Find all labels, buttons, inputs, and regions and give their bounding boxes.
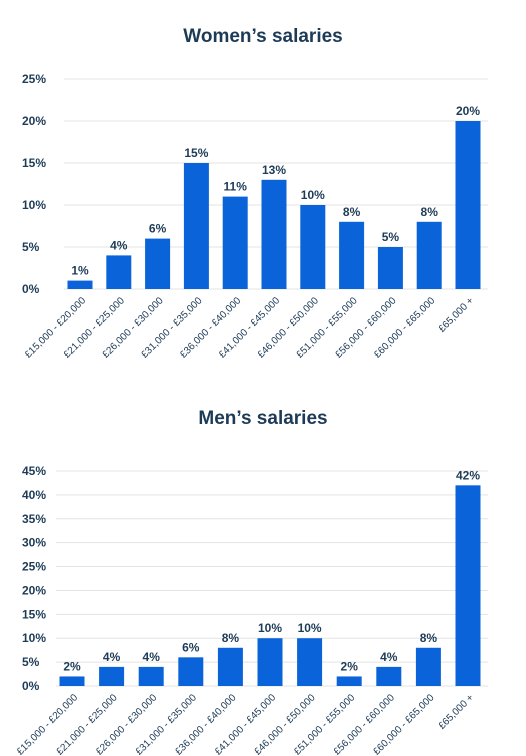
bar xyxy=(99,666,125,686)
y-tick-label: 15% xyxy=(22,156,46,170)
bar xyxy=(416,221,442,289)
bar xyxy=(67,280,93,289)
y-tick-label: 5% xyxy=(22,655,40,669)
men-salaries-plot: 0%5%10%15%20%25%30%35%40%45%2%£15,000 - … xyxy=(15,464,488,756)
men-salaries-chart: Men’s salaries 0% 5% 10% 15% 20% 25% 30% 35% 40%… xyxy=(0,398,526,756)
data-label: 13% xyxy=(262,163,286,177)
y-tick-label: 20% xyxy=(22,583,46,597)
data-label: 15% xyxy=(184,146,208,160)
bar xyxy=(59,676,85,686)
bar xyxy=(217,647,243,686)
bar xyxy=(222,196,248,289)
data-label: 4% xyxy=(110,238,128,252)
data-label: 42% xyxy=(456,468,480,482)
bar xyxy=(415,647,441,686)
y-tick-label: 45% xyxy=(22,464,46,478)
y-tick-label: 0% xyxy=(22,282,40,296)
chart-title: Men’s salaries xyxy=(198,408,328,429)
data-label: 4% xyxy=(103,650,121,664)
y-tick-label: 0% xyxy=(22,679,40,693)
data-label: 8% xyxy=(420,631,438,645)
bar xyxy=(300,205,326,289)
bar xyxy=(106,255,132,289)
y-tick-label: 10% xyxy=(22,631,46,645)
data-label: 10% xyxy=(301,188,325,202)
data-label: 8% xyxy=(421,205,439,219)
bar xyxy=(377,247,403,289)
data-label: 4% xyxy=(143,650,161,664)
y-tick-label: 40% xyxy=(22,488,46,502)
data-label: 2% xyxy=(63,659,81,673)
women-salaries-plot: 0%5%10%15%20%25%1%£15,000 - £20,0004%£21… xyxy=(22,72,488,361)
data-label: 10% xyxy=(298,621,322,635)
y-tick-label: 35% xyxy=(22,512,46,526)
y-tick-label: 10% xyxy=(22,198,46,212)
data-label: 8% xyxy=(222,631,240,645)
data-label: 6% xyxy=(182,640,200,654)
data-label: 20% xyxy=(456,104,480,118)
data-label: 1% xyxy=(71,264,89,278)
data-label: 2% xyxy=(341,659,359,673)
x-tick-label: £65,000 + xyxy=(437,295,477,335)
bar xyxy=(336,676,362,686)
data-label: 4% xyxy=(380,650,398,664)
y-tick-label: 20% xyxy=(22,114,46,128)
bar xyxy=(138,666,164,686)
chart-title: Women’s salaries xyxy=(183,26,343,47)
bar xyxy=(455,485,481,686)
y-tick-label: 25% xyxy=(22,560,46,574)
y-tick-label: 15% xyxy=(22,607,46,621)
y-tick-label: 5% xyxy=(22,240,40,254)
bar xyxy=(178,657,204,686)
bar xyxy=(297,638,323,686)
data-label: 8% xyxy=(343,205,361,219)
data-label: 5% xyxy=(382,230,400,244)
bar xyxy=(261,179,287,289)
bar xyxy=(339,221,365,289)
women-salaries-chart: Women’s salaries 0% 5% 10% 15% 20% 25% 1% £15,0… xyxy=(22,26,488,361)
bar xyxy=(376,666,402,686)
y-tick-label: 30% xyxy=(22,536,46,550)
data-label: 6% xyxy=(149,222,167,236)
bar xyxy=(455,121,481,289)
y-tick-label: 25% xyxy=(22,72,46,86)
bar xyxy=(183,163,209,289)
bar xyxy=(145,238,171,289)
x-tick-label: £65,000 + xyxy=(437,692,477,732)
data-label: 11% xyxy=(224,180,248,194)
data-label: 10% xyxy=(258,621,282,635)
bar xyxy=(257,638,283,686)
